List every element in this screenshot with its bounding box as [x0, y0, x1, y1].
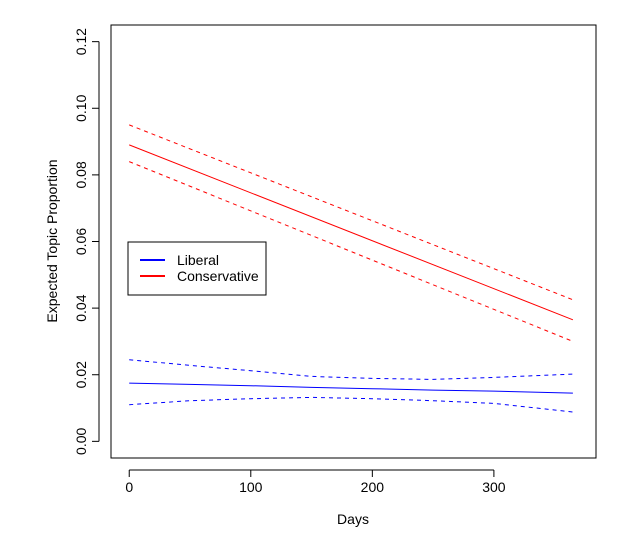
y-tick-label: 0.02: [73, 361, 89, 388]
y-tick-label: 0.06: [73, 228, 89, 255]
x-tick-label: 300: [482, 479, 506, 495]
y-tick-label: 0.00: [73, 428, 89, 455]
y-tick-label: 0.04: [73, 294, 89, 321]
legend-label-conservative: Conservative: [177, 268, 259, 284]
series-liberal-line: [129, 382, 573, 394]
series-liberal-upper-bound: [129, 359, 573, 380]
y-tick-label: 0.12: [73, 28, 89, 55]
x-tick-label: 200: [361, 479, 385, 495]
x-tick-label: 100: [239, 479, 263, 495]
axes-layer: 0 100 200 300 0.00 0.02 0.04 0.06 0.08 0.10 0.12: [73, 28, 506, 495]
legend-box: [127, 241, 267, 296]
plot-frame: [110, 24, 597, 459]
series-conservative-line: [129, 144, 574, 321]
y-axis-label: Expected Topic Proportion: [44, 159, 60, 322]
x-axis-label: Days: [337, 511, 369, 527]
x-tick-label: 0: [125, 479, 133, 495]
y-tick-label: 0.08: [73, 161, 89, 188]
y-tick-label: 0.10: [73, 94, 89, 121]
legend-label-liberal: Liberal: [177, 252, 219, 268]
legend: Liberal Conservative: [127, 241, 267, 296]
series-layer: [129, 124, 574, 413]
series-liberal-lower-bound: [129, 396, 573, 413]
